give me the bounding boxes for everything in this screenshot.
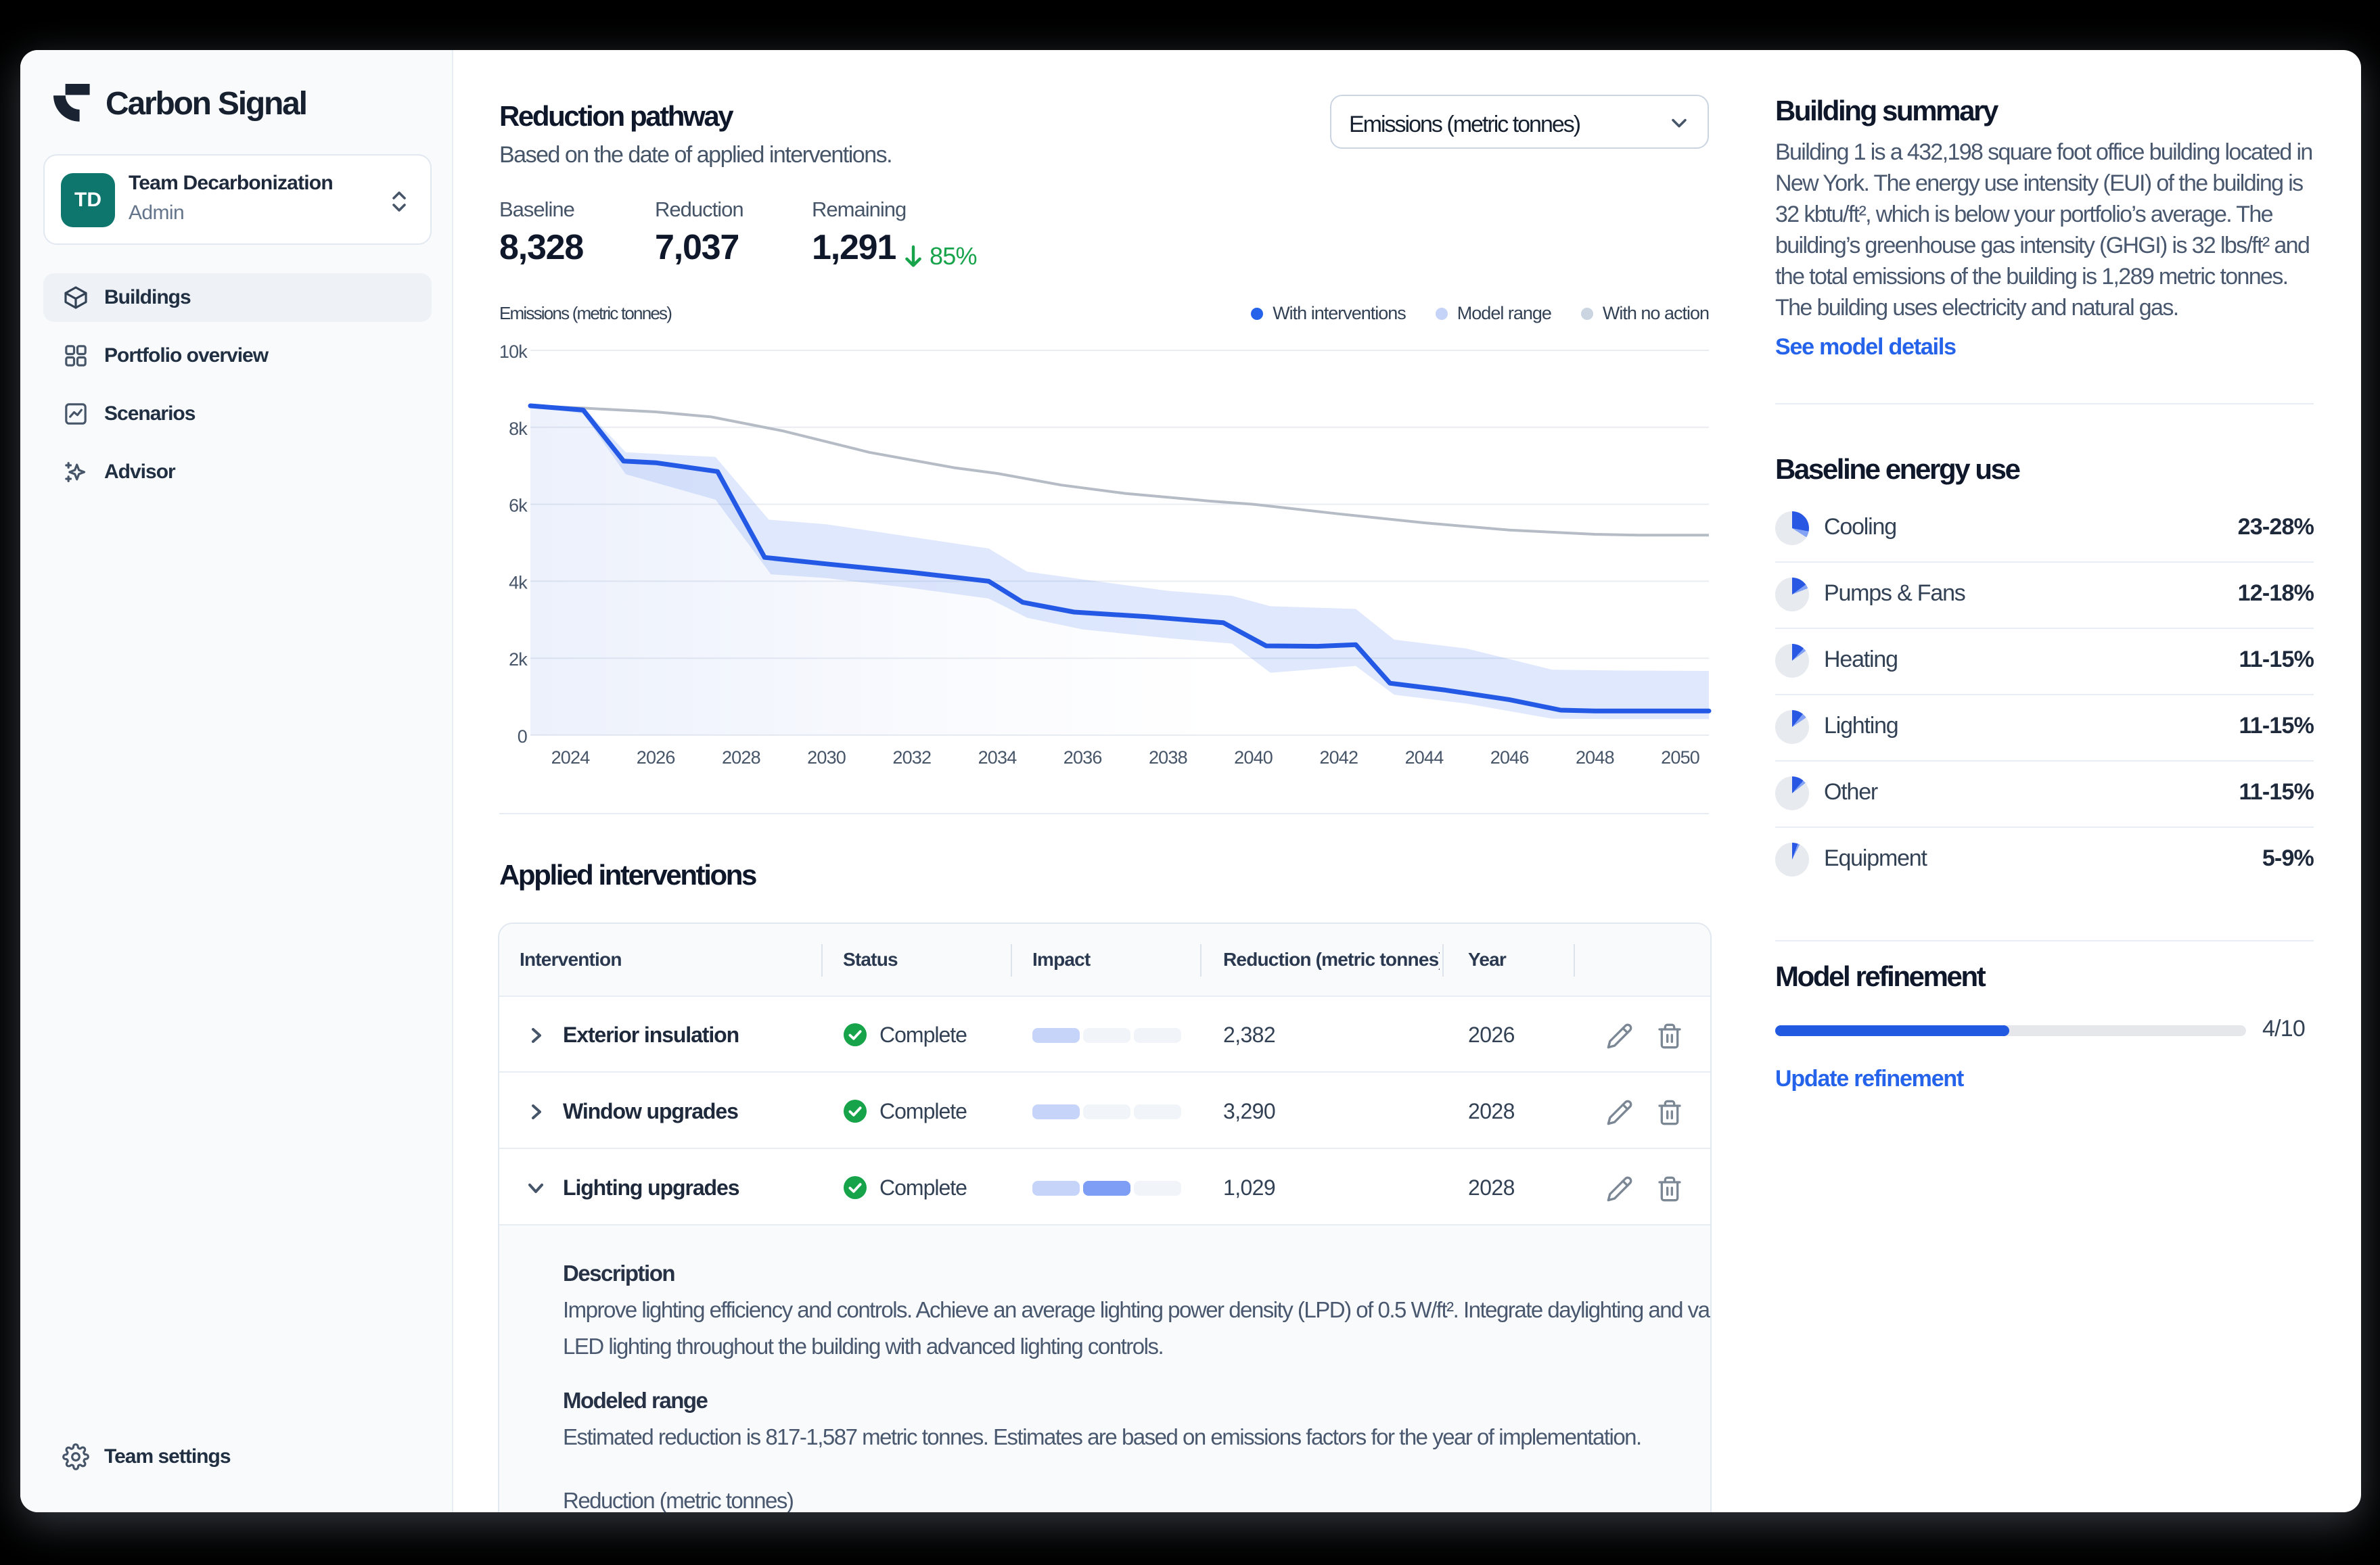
svg-text:2032: 2032	[892, 747, 931, 768]
svg-text:2038: 2038	[1149, 747, 1187, 768]
svg-text:4k: 4k	[509, 572, 528, 592]
svg-text:2046: 2046	[1490, 747, 1529, 768]
svg-text:2036: 2036	[1063, 747, 1102, 768]
svg-text:2040: 2040	[1234, 747, 1273, 768]
svg-text:2050: 2050	[1661, 747, 1699, 768]
svg-text:2k: 2k	[509, 649, 528, 670]
svg-text:2028: 2028	[722, 747, 760, 768]
svg-text:2034: 2034	[978, 747, 1017, 768]
svg-text:2024: 2024	[551, 747, 591, 768]
svg-text:8k: 8k	[509, 419, 528, 439]
svg-text:0: 0	[518, 726, 527, 747]
svg-text:10k: 10k	[499, 342, 528, 362]
svg-text:2026: 2026	[637, 747, 675, 768]
svg-text:2044: 2044	[1405, 747, 1444, 768]
svg-text:6k: 6k	[509, 496, 528, 516]
svg-text:2048: 2048	[1576, 747, 1614, 768]
svg-text:2030: 2030	[807, 747, 846, 768]
svg-text:2042: 2042	[1319, 747, 1358, 768]
